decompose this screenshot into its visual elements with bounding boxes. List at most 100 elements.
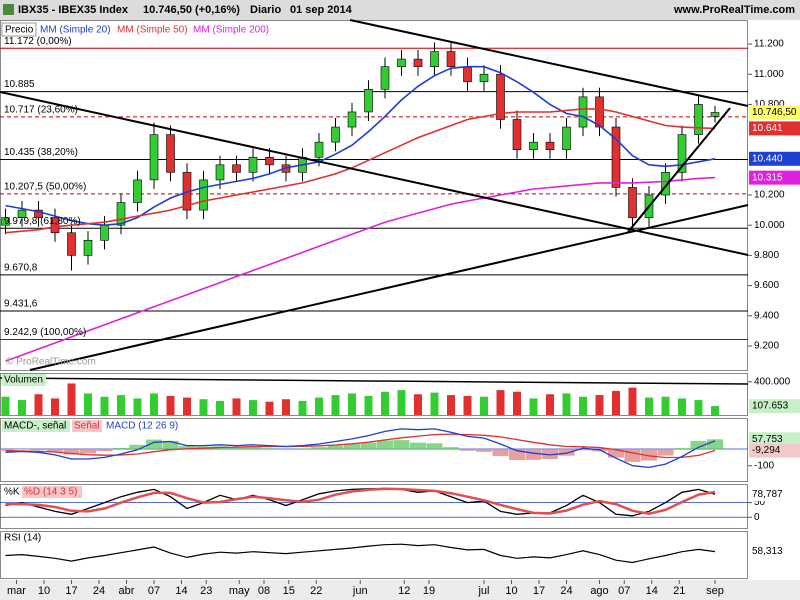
last-value-box	[749, 399, 800, 414]
macd-line	[5, 433, 716, 459]
macd-line	[5, 428, 716, 469]
volume-bar	[711, 406, 719, 415]
quote: 10.746,50 (+0,16%)	[143, 4, 240, 16]
macd-histogram-bar	[558, 448, 575, 456]
volume-bar	[595, 395, 604, 415]
volume-bar	[199, 399, 208, 415]
level-label: 10.717 (23,60%)	[4, 105, 78, 116]
volume-bar	[562, 393, 571, 415]
volume-bar	[298, 400, 307, 415]
macd-histogram-bar	[476, 448, 492, 452]
macd-histogram-bar	[608, 448, 624, 458]
level-label: 9.242,9 (100,00%)	[4, 327, 86, 338]
candle-body	[677, 134, 687, 173]
volume-bar	[265, 401, 274, 415]
y-tick-label: 400.000	[754, 376, 791, 387]
volume-bar	[694, 400, 703, 415]
volume-bar	[463, 395, 472, 415]
macd-histogram-bar	[360, 442, 377, 449]
last-value-box	[749, 544, 800, 559]
candle-body	[1, 217, 10, 226]
candle-body	[661, 172, 670, 196]
x-tick-label: mar	[7, 585, 26, 597]
last-value-label: 10.641	[752, 123, 783, 134]
candle-body	[611, 126, 621, 188]
volume-bar	[529, 398, 538, 415]
volume-bar	[166, 395, 175, 415]
x-tick-label: jun	[352, 585, 368, 597]
trend-line	[0, 91, 749, 256]
x-tick-label: 19	[423, 585, 435, 597]
candle-body	[314, 141, 324, 158]
legend-price: Precio	[5, 25, 34, 36]
marks: mar 10 17 24 abr 07 14 23 may 08 15 22 jun 12 19 jul 10 1…	[0, 39, 791, 597]
candle-body	[430, 51, 439, 67]
x-tick-label: 15	[283, 585, 295, 597]
candle-body	[496, 73, 505, 120]
candle-body	[199, 179, 208, 211]
macd-histogram-bar	[624, 448, 641, 462]
x-tick-label: 17	[533, 585, 545, 597]
volume-bar	[513, 391, 521, 415]
volume-bar	[150, 393, 158, 415]
macd-histogram-bar	[162, 440, 179, 449]
macd-histogram-bar	[113, 447, 129, 449]
candle-body	[166, 134, 175, 173]
macd-histogram-bar	[0, 448, 14, 451]
macd-histogram-bar	[542, 448, 558, 460]
macd-histogram-bar	[443, 447, 459, 449]
candle-body	[446, 51, 456, 67]
last-value-box	[749, 105, 800, 120]
macd-histogram-bar	[657, 448, 674, 456]
x-tick-label: may	[229, 585, 250, 597]
volume-bar	[579, 396, 587, 415]
volume-bar	[661, 396, 670, 415]
level-label: 9.979,8 (61,80%)	[4, 216, 81, 227]
y-tick-label: -100	[754, 460, 774, 471]
volume-bar	[183, 397, 191, 415]
x-tick-label: sep	[706, 585, 724, 597]
volume-bar	[34, 394, 43, 415]
candle-body	[331, 126, 340, 143]
volume-bar	[1, 396, 10, 415]
last-value-box	[749, 151, 800, 166]
moving-average	[5, 65, 716, 227]
volume-bar	[51, 398, 59, 415]
last-value-box	[749, 487, 800, 502]
level-label: 10.207,5 (50,00%)	[4, 182, 86, 193]
price-frame	[0, 20, 748, 371]
level-label: 10.885	[4, 79, 35, 90]
x-tick-label: 17	[65, 585, 77, 597]
x-tick-label: 23	[200, 585, 212, 597]
period: Diario	[250, 4, 281, 16]
macd-histogram-bar	[14, 448, 30, 450]
watermark: © ProRealTime.com	[6, 357, 96, 368]
legend-k: %K	[4, 487, 20, 498]
macd-histogram-bar	[179, 445, 195, 449]
x-tick-label: ago	[590, 585, 608, 597]
trend-line	[29, 204, 749, 371]
candle-body	[479, 73, 489, 83]
volume-bar	[331, 395, 340, 415]
candle-body	[248, 156, 258, 173]
candle-body	[694, 104, 703, 135]
volume-bar	[117, 395, 125, 415]
volume-bar	[414, 394, 422, 415]
level-label: 9.431,6	[4, 299, 38, 310]
y-tick-label: 10.000	[754, 220, 785, 231]
macd-histogram-bar	[96, 448, 113, 452]
trend-lines	[0, 19, 749, 385]
volume-bar	[18, 400, 26, 415]
macd-histogram-bar	[393, 440, 410, 449]
volume-bar	[496, 390, 505, 415]
volume-bar	[348, 393, 356, 415]
macd-histogram-bar	[344, 444, 360, 449]
header-icon	[3, 4, 14, 15]
candle-body	[116, 202, 126, 226]
volume-bar	[628, 387, 637, 415]
macd-histogram-bar	[80, 448, 96, 454]
volume-bar	[612, 390, 620, 415]
macd-histogram-bar	[459, 448, 476, 451]
macd-histogram-bar	[426, 443, 443, 449]
